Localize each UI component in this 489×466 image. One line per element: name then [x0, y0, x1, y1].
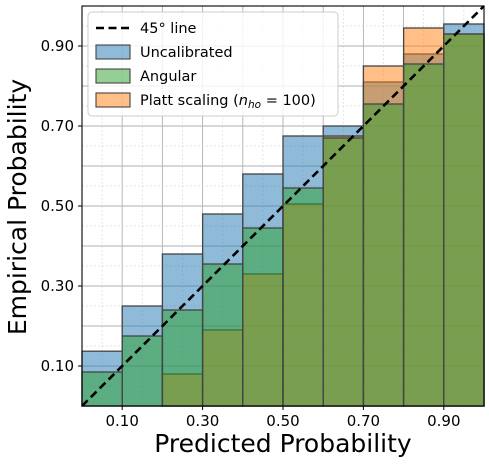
legend-swatch-angular — [95, 68, 131, 84]
diagonal-45-line — [81, 5, 485, 407]
legend-swatch-uncalibrated — [95, 44, 131, 60]
bar-angular-7 — [362, 103, 405, 407]
bar-angular-8 — [402, 63, 445, 407]
bar-angular-2 — [161, 309, 204, 407]
bar-angular-9 — [443, 33, 485, 407]
bar-angular-4 — [242, 227, 284, 407]
legend: 45° line Uncalibrated Angular Platt scaling… — [87, 11, 339, 117]
bar-angular-6 — [322, 137, 365, 407]
bar-angular-5 — [282, 187, 324, 407]
plot-area: 0.10 0.30 0.50 0.70 0.90 0.10 0.30 0.50 0.70 0.90 — [41, 5, 485, 430]
x-tick-label: 0.30 — [186, 412, 219, 430]
legend-label-uncalibrated: Uncalibrated — [140, 45, 233, 61]
bar-angular-1 — [121, 335, 164, 407]
legend-label-platt-scaling: Platt scaling (nho = 100) — [140, 93, 316, 111]
x-tick-label: 0.70 — [347, 412, 380, 430]
bars — [81, 23, 485, 407]
x-tick-label: 0.10 — [105, 412, 138, 430]
x-axis-label: Predicted Probability — [154, 429, 412, 458]
diagonal-layer — [81, 5, 485, 407]
x-tick-label: 0.90 — [427, 412, 460, 430]
y-axis-label: Empirical Probability — [3, 79, 32, 336]
y-tick-label: 0.30 — [41, 277, 74, 295]
legend-swatch-platt-scaling — [95, 92, 131, 108]
legend-label-45-line: 45° line — [140, 21, 197, 37]
legend-box — [87, 11, 339, 117]
y-tick-label: 0.50 — [41, 197, 74, 215]
legend-label-angular: Angular — [140, 69, 196, 85]
y-tick-label: 0.10 — [41, 357, 74, 375]
y-tick-label: 0.90 — [41, 37, 74, 55]
y-tick-label: 0.70 — [41, 117, 74, 135]
x-tick-label: 0.50 — [266, 412, 299, 430]
ticks: 0.10 0.30 0.50 0.70 0.90 0.10 0.30 0.50 0.70 0.90 — [41, 37, 461, 430]
bar-angular-3 — [201, 263, 244, 407]
